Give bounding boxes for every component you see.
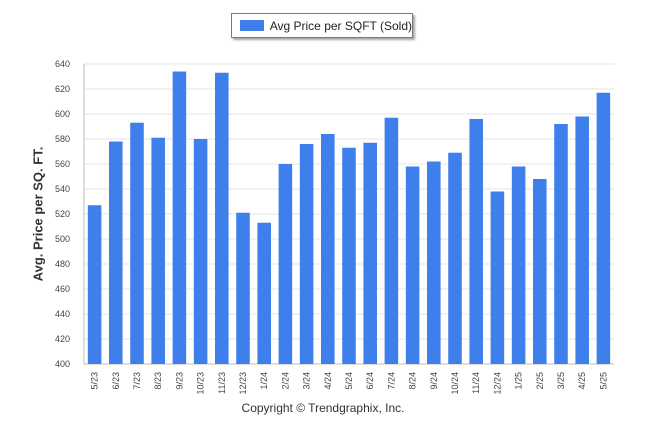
x-tick-label: 2/25 bbox=[535, 372, 545, 390]
y-tick-label: 540 bbox=[55, 184, 70, 194]
y-tick-label: 400 bbox=[55, 359, 70, 369]
x-tick-label: 10/23 bbox=[196, 372, 206, 395]
legend-label: Avg Price per SQFT (Sold) bbox=[269, 18, 412, 33]
bar bbox=[109, 141, 123, 364]
bar bbox=[596, 92, 611, 364]
x-tick-label: 7/24 bbox=[386, 372, 396, 390]
x-tick-label: 1/25 bbox=[514, 372, 524, 390]
x-tick-label: 6/24 bbox=[365, 372, 375, 390]
y-tick-label: 580 bbox=[55, 134, 70, 144]
x-tick-label: 9/24 bbox=[429, 372, 439, 390]
y-tick-label: 620 bbox=[55, 84, 70, 94]
y-tick-label: 480 bbox=[55, 259, 70, 269]
x-tick-label: 8/24 bbox=[408, 372, 418, 390]
x-tick-label: 5/25 bbox=[598, 372, 608, 390]
x-tick-label: 11/23 bbox=[217, 372, 227, 394]
bar bbox=[405, 166, 420, 364]
bar bbox=[236, 212, 250, 364]
bar bbox=[172, 71, 187, 364]
bar bbox=[87, 205, 102, 364]
x-tick-label: 1/24 bbox=[259, 372, 269, 390]
y-tick-label: 420 bbox=[55, 334, 70, 344]
x-tick-label: 6/23 bbox=[111, 372, 121, 390]
legend-swatch bbox=[240, 20, 264, 31]
bar bbox=[215, 72, 229, 364]
copyright-footer: Copyright © Trendgraphix, Inc. bbox=[241, 401, 405, 415]
y-tick-label: 440 bbox=[55, 309, 70, 319]
x-tick-label: 12/24 bbox=[492, 372, 502, 395]
x-tick-label: 7/23 bbox=[132, 372, 142, 390]
x-tick-label: 4/24 bbox=[323, 372, 333, 390]
y-tick-label: 500 bbox=[55, 234, 70, 244]
bar bbox=[363, 142, 377, 364]
bar bbox=[299, 144, 314, 364]
bar bbox=[490, 191, 505, 364]
x-tick-label: 9/23 bbox=[174, 372, 184, 390]
x-tick-label: 5/24 bbox=[344, 372, 354, 390]
x-tick-label: 2/24 bbox=[280, 372, 290, 390]
bar bbox=[384, 117, 399, 364]
bar bbox=[130, 122, 144, 364]
bar bbox=[342, 147, 356, 364]
bar bbox=[448, 152, 462, 364]
x-tick-label: 10/24 bbox=[450, 372, 460, 395]
bar bbox=[193, 139, 208, 364]
bar bbox=[321, 134, 335, 364]
y-tick-label: 560 bbox=[55, 159, 70, 169]
y-tick-label: 640 bbox=[55, 59, 70, 69]
bar bbox=[511, 166, 526, 364]
bar bbox=[257, 222, 271, 364]
bar bbox=[151, 137, 165, 364]
bar bbox=[278, 164, 293, 364]
x-tick-label: 3/24 bbox=[302, 372, 312, 390]
legend: Avg Price per SQFT (Sold) bbox=[231, 13, 413, 38]
bar bbox=[554, 124, 568, 364]
x-tick-label: 8/23 bbox=[153, 372, 163, 390]
bar bbox=[533, 179, 547, 364]
bar bbox=[469, 119, 483, 364]
bar bbox=[575, 116, 589, 364]
x-tick-label: 4/25 bbox=[577, 372, 587, 390]
x-tick-label: 11/24 bbox=[471, 372, 481, 394]
x-tick-label: 3/25 bbox=[556, 372, 566, 390]
x-tick-label: 12/23 bbox=[238, 372, 248, 395]
y-tick-label: 600 bbox=[55, 109, 70, 119]
x-tick-label: 5/23 bbox=[90, 372, 100, 390]
y-axis-label: Avg. Price per SQ. FT. bbox=[30, 146, 46, 282]
y-tick-label: 520 bbox=[55, 209, 70, 219]
bar bbox=[427, 161, 441, 364]
y-tick-label: 460 bbox=[55, 284, 70, 294]
